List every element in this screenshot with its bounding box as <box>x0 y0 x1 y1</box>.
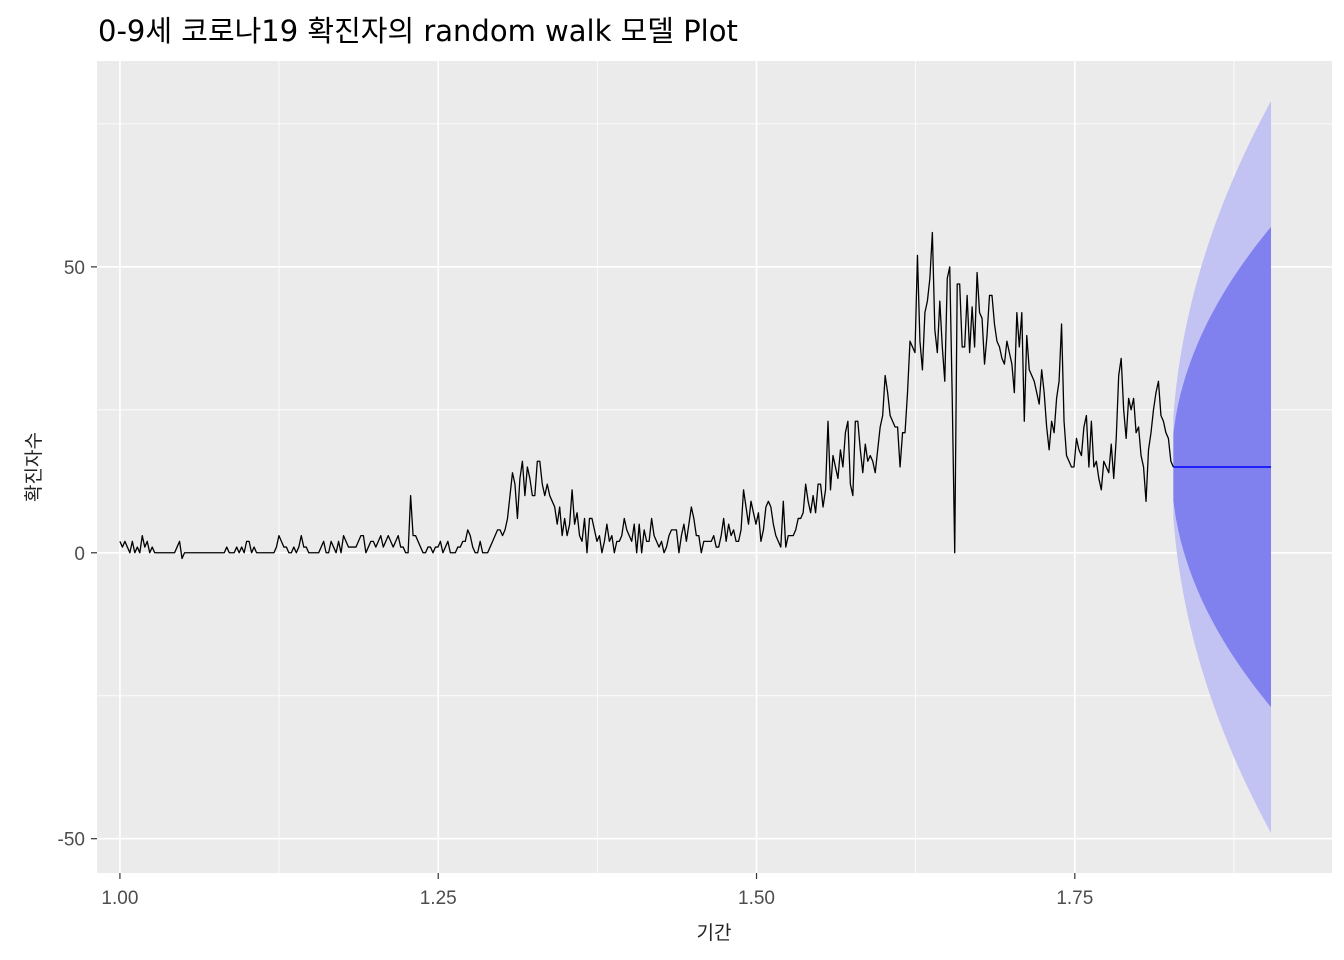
axes: 1.00 1.25 1.50 1.75 -50 0 50 <box>58 258 1094 909</box>
y-tick-label: -50 <box>58 830 85 851</box>
y-tick-label: 0 <box>74 544 85 565</box>
series-layer <box>119 231 1272 560</box>
observed-series-line <box>119 231 1174 560</box>
y-axis-title: 확진자수 <box>23 432 45 502</box>
x-tick-label: 1.75 <box>1056 888 1093 909</box>
x-tick-label: 1.25 <box>420 888 457 909</box>
major-gridlines <box>97 61 1332 873</box>
x-tick-label: 1.50 <box>738 888 775 909</box>
x-tick-label: 1.00 <box>101 888 138 909</box>
chart-title: 0-9세 코로나19 확진자의 random walk 모델 Plot <box>98 14 738 48</box>
x-axis-title: 기간 <box>697 922 732 944</box>
plot-panel <box>97 61 1332 873</box>
y-tick-label: 50 <box>64 258 85 279</box>
